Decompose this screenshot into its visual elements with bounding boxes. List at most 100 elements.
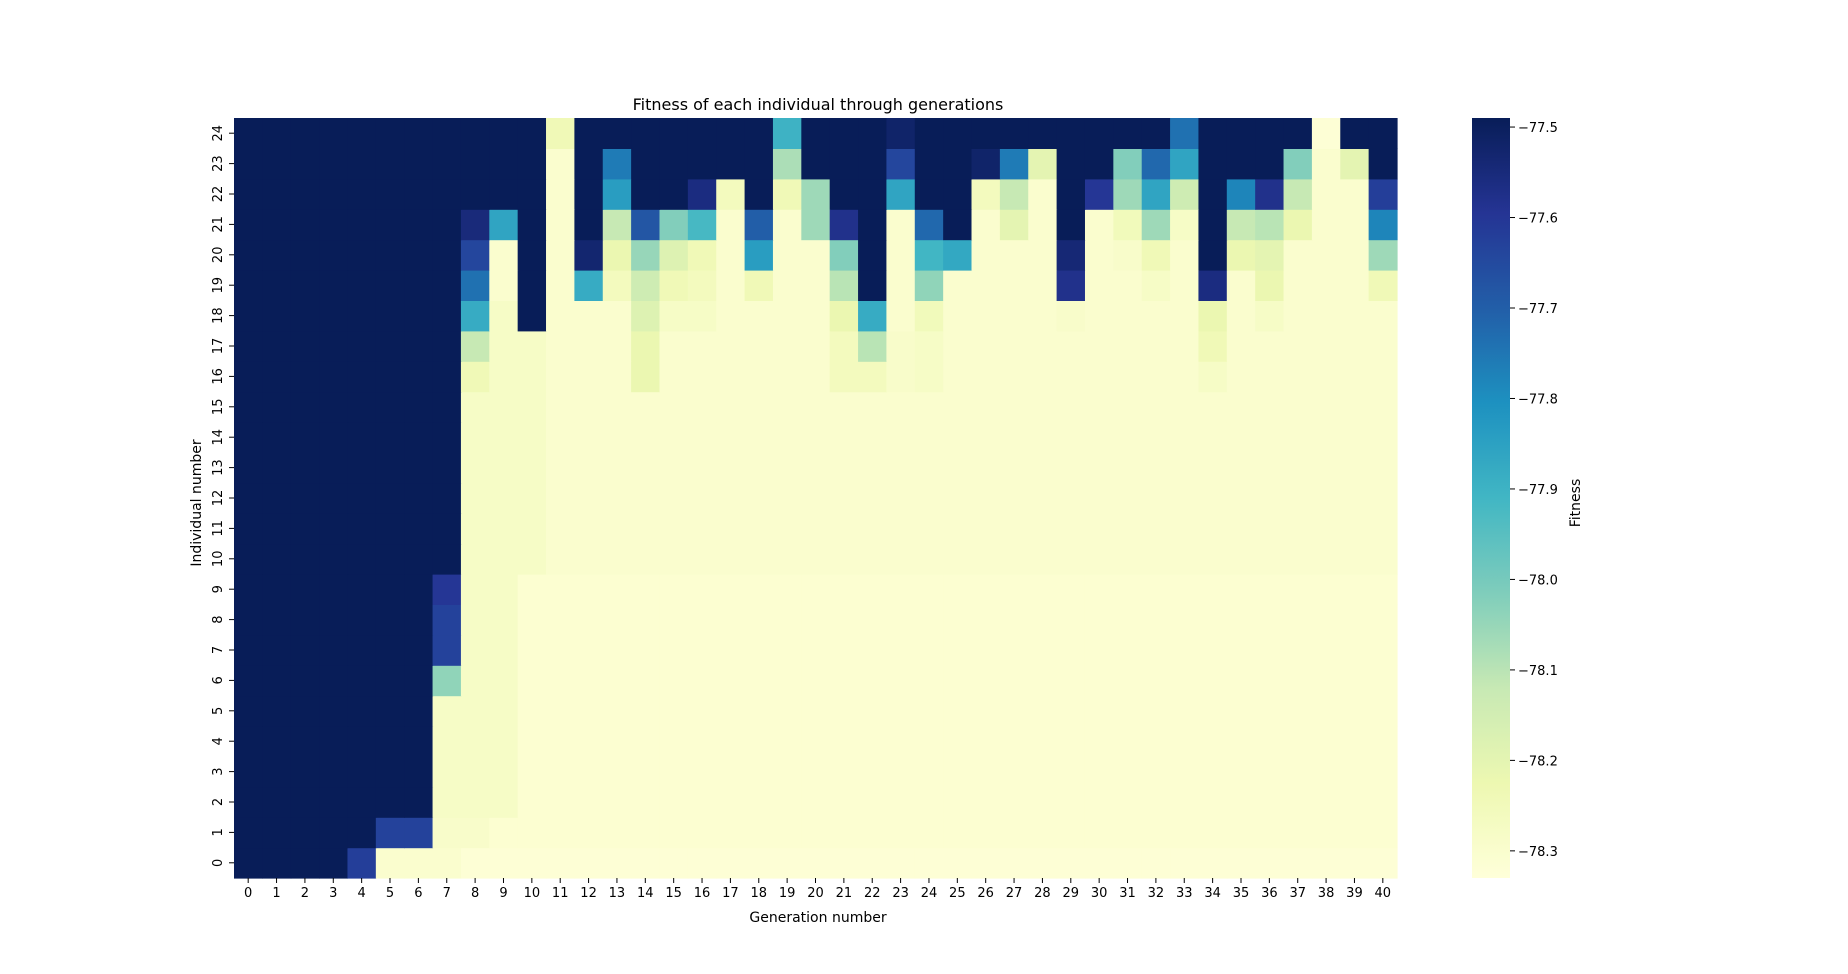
heatmap-cell — [375, 482, 405, 514]
heatmap-cell — [971, 665, 1001, 697]
heatmap-cell — [234, 756, 263, 788]
chart-title: Fitness of each individual through gener… — [633, 95, 1004, 114]
heatmap-cell — [1226, 422, 1256, 453]
heatmap-cell — [1311, 634, 1341, 666]
heatmap-cell — [375, 209, 405, 241]
heatmap-cell — [602, 847, 632, 879]
heatmap-cell — [1084, 148, 1114, 180]
heatmap-cell — [687, 270, 717, 301]
heatmap-cell — [262, 786, 292, 818]
heatmap-cell — [659, 209, 689, 241]
heatmap-cell — [744, 209, 774, 241]
heatmap-cell — [574, 847, 604, 879]
heatmap-cell — [404, 786, 434, 818]
heatmap-cell — [943, 452, 973, 484]
heatmap-cell — [375, 634, 405, 666]
heatmap-cell — [1368, 482, 1398, 514]
heatmap-cell — [943, 847, 973, 879]
x-tick-label: 30 — [1091, 886, 1108, 901]
heatmap-cell — [546, 452, 575, 484]
heatmap-cell — [404, 513, 434, 545]
colorbar-tick-label: −77.6 — [1518, 212, 1558, 227]
x-tick-label: 2 — [301, 886, 309, 901]
heatmap-cell — [886, 726, 916, 757]
heatmap-cell — [1170, 482, 1200, 514]
heatmap-cell — [999, 300, 1029, 332]
heatmap-cell — [290, 726, 320, 757]
heatmap-cell — [829, 756, 859, 788]
heatmap-cell — [1084, 695, 1114, 727]
heatmap-cell — [971, 270, 1001, 301]
heatmap-cell — [517, 482, 547, 514]
heatmap-cell — [858, 330, 888, 362]
heatmap-cell — [460, 513, 490, 545]
heatmap-cell — [1084, 817, 1114, 849]
heatmap-cell — [1226, 513, 1256, 545]
heatmap-cell — [1170, 574, 1200, 605]
heatmap-cell — [914, 543, 944, 575]
heatmap-cell — [1311, 270, 1341, 301]
heatmap-cell — [1170, 270, 1200, 301]
heatmap-cell — [347, 726, 377, 757]
heatmap-cell — [1141, 726, 1171, 757]
heatmap-cell — [716, 239, 746, 271]
heatmap-cell — [460, 300, 490, 332]
heatmap-cell — [290, 361, 320, 393]
heatmap-cell — [1028, 361, 1058, 393]
heatmap-cell — [858, 482, 888, 514]
heatmap-cell — [347, 330, 377, 362]
heatmap-cell — [1226, 665, 1256, 697]
heatmap-cell — [460, 209, 490, 241]
heatmap-cell — [1340, 391, 1370, 423]
heatmap-cell — [1141, 847, 1171, 879]
heatmap-cell — [801, 178, 831, 210]
heatmap-cell — [1368, 726, 1398, 757]
heatmap-cell — [943, 634, 973, 666]
heatmap-cell — [1311, 391, 1341, 423]
heatmap-cell — [1113, 330, 1143, 362]
heatmap-cell — [460, 665, 490, 697]
heatmap-cell — [404, 847, 434, 879]
heatmap-cell — [319, 300, 349, 332]
heatmap-cell — [829, 513, 859, 545]
heatmap-cell — [1028, 543, 1058, 575]
heatmap-cell — [716, 513, 746, 545]
heatmap-cell — [1141, 452, 1171, 484]
heatmap-cell — [1113, 482, 1143, 514]
heatmap-cell — [716, 817, 746, 849]
heatmap-cell — [1084, 209, 1114, 241]
heatmap-cell — [1028, 817, 1058, 849]
heatmap-cell — [1056, 665, 1086, 697]
heatmap-cell — [971, 604, 1001, 636]
heatmap-cell — [460, 726, 490, 757]
heatmap-cell — [943, 513, 973, 545]
heatmap-cell — [290, 543, 320, 575]
heatmap-cell — [1028, 209, 1058, 241]
heatmap-cell — [1028, 574, 1058, 605]
heatmap-cell — [1084, 786, 1114, 818]
heatmap-cell — [1340, 422, 1370, 453]
heatmap-cell — [1283, 330, 1313, 362]
heatmap-cell — [1226, 847, 1256, 879]
y-tick-label: 6 — [211, 676, 226, 684]
heatmap-cell — [546, 391, 575, 423]
heatmap-cell — [772, 726, 802, 757]
heatmap-cell — [772, 543, 802, 575]
y-tick-label: 21 — [211, 216, 226, 233]
heatmap-cell — [631, 270, 661, 301]
heatmap-cell — [1340, 634, 1370, 666]
heatmap-cell — [1141, 513, 1171, 545]
heatmap-cell — [659, 634, 689, 666]
heatmap-cell — [829, 391, 859, 423]
heatmap-cell — [602, 300, 632, 332]
heatmap-cell — [659, 543, 689, 575]
heatmap-cell — [1141, 361, 1171, 393]
x-tick-label: 15 — [665, 886, 682, 901]
heatmap-cell — [1113, 422, 1143, 453]
heatmap-cell — [631, 695, 661, 727]
heatmap-cell — [1113, 513, 1143, 545]
heatmap-cell — [1311, 665, 1341, 697]
heatmap-cell — [1226, 786, 1256, 818]
heatmap-cell — [1113, 604, 1143, 636]
heatmap-cell — [319, 391, 349, 423]
